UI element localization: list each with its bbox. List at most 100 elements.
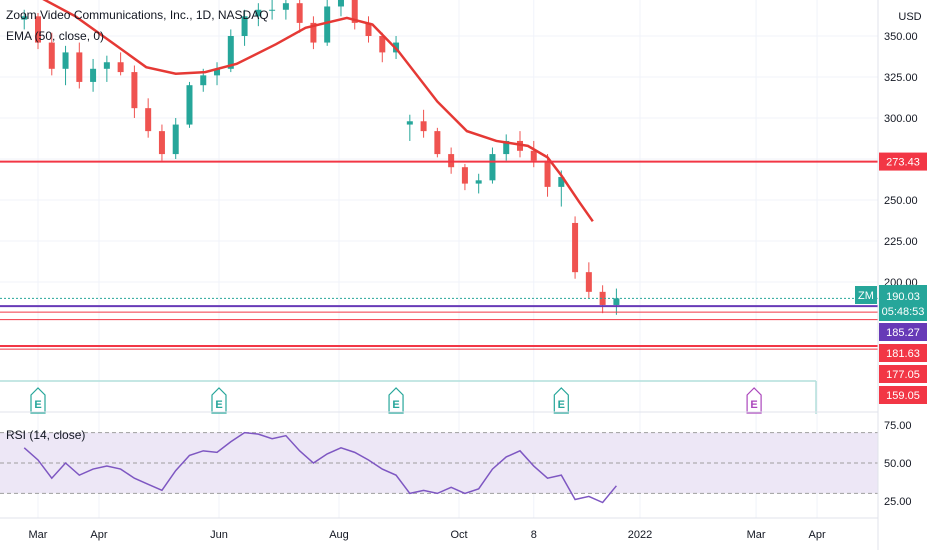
candle-body [310,22,317,43]
earnings-marker[interactable]: E [746,387,762,414]
candle [406,114,413,141]
candle [475,173,482,194]
earnings-icon [30,387,46,414]
candle [103,55,110,82]
candle-body [269,9,276,11]
candle-body [296,3,303,23]
candle-body [585,272,592,292]
countdown-label: 05:48:53 [882,306,925,318]
candle-body [420,121,427,132]
candle-body [379,36,386,53]
earnings-icon [553,387,569,414]
earnings-marker[interactable]: E [211,387,227,414]
last-price-label: 190.03 [886,291,920,303]
price-level-tag-text: 159.05 [886,390,920,402]
candle [172,118,179,159]
rsi-line [23,431,617,504]
time-tick-label: Apr [808,529,825,541]
time-tick-label: Apr [90,529,107,541]
candle-body [158,131,165,155]
candle [310,16,317,50]
rsi-legend[interactable]: RSI (14, close) [6,428,86,442]
time-tick-label: Jun [210,529,228,541]
earnings-marker[interactable]: E [388,387,404,414]
purple-level-tag-bg [879,323,927,341]
candle [365,16,372,43]
candle-body [62,52,69,69]
candle-body [76,52,83,82]
symbol-legend[interactable]: Zoom Video Communications, Inc., 1D, NAS… [6,8,269,22]
candle-body [406,121,413,125]
purple-level-tag: 185.27 [879,323,927,341]
rsi-tick-label: 25.00 [884,496,912,508]
candle-body [255,9,262,17]
currency-label: USD [898,11,921,23]
symbol-tag-text: ZM [858,290,874,302]
candle [158,124,165,161]
symbol-tag-bg [855,286,877,304]
candle-body [227,36,234,69]
price-level-tag: 181.63 [879,344,927,362]
candle [117,52,124,76]
candle [76,42,83,89]
price-tag-text: 273.43 [886,157,920,169]
earnings-label: E [750,399,757,411]
candle [337,0,344,17]
purple-level-tag-text: 185.27 [886,327,920,339]
candle [145,98,152,138]
candle-body [558,177,565,187]
candle-body [172,124,179,155]
rsi-band [0,432,878,494]
candle-body [434,131,441,155]
candle [21,9,28,30]
candle [90,58,97,92]
price-level-tag-text: 177.05 [886,369,920,381]
ema-line [42,0,594,223]
candle-body [35,16,41,43]
time-tick-label: 8 [531,529,537,541]
price-level-tag: 159.05 [879,386,927,404]
earnings-label: E [34,399,41,411]
candle-body [48,42,55,69]
candle-body [145,108,152,132]
candle-body [21,16,28,20]
price-tag: 273.43 [879,152,927,171]
earnings-icon [388,387,404,414]
rsi-tick-label: 75.00 [884,420,912,432]
candle-body [131,72,138,109]
price-tick-label: 225.00 [884,236,918,248]
time-tick-label: Mar [747,529,766,541]
earnings-icon [746,387,762,414]
candle [35,13,41,50]
candle-body [544,160,551,187]
time-tick-label: 2022 [628,529,652,541]
earnings-marker[interactable]: E [553,387,569,414]
candle [48,32,55,76]
candle [461,163,468,191]
candle [599,285,606,314]
price-level-tag: 177.05 [879,365,927,383]
ema-legend[interactable]: EMA (50, close, 0) [6,29,105,43]
candle [186,81,193,128]
candle [351,0,358,30]
candle-body [351,0,358,23]
earnings-marker[interactable]: E [30,387,46,414]
last-price-tag: 190.03 05:48:53 [879,285,927,321]
candle-body [200,75,207,86]
earnings-label: E [558,399,565,411]
earnings-label: E [392,399,399,411]
candle-body [337,0,344,7]
price-tick-label: 300.00 [884,113,918,125]
candle-body [475,180,482,184]
candle-body [90,68,97,82]
candle-body [214,68,221,76]
candle [420,109,427,138]
candle [131,65,138,118]
candle [503,134,510,161]
earnings-label: E [215,399,222,411]
time-tick-label: Mar [29,529,48,541]
candle-body [489,154,496,181]
price-tick-label: 325.00 [884,72,918,84]
